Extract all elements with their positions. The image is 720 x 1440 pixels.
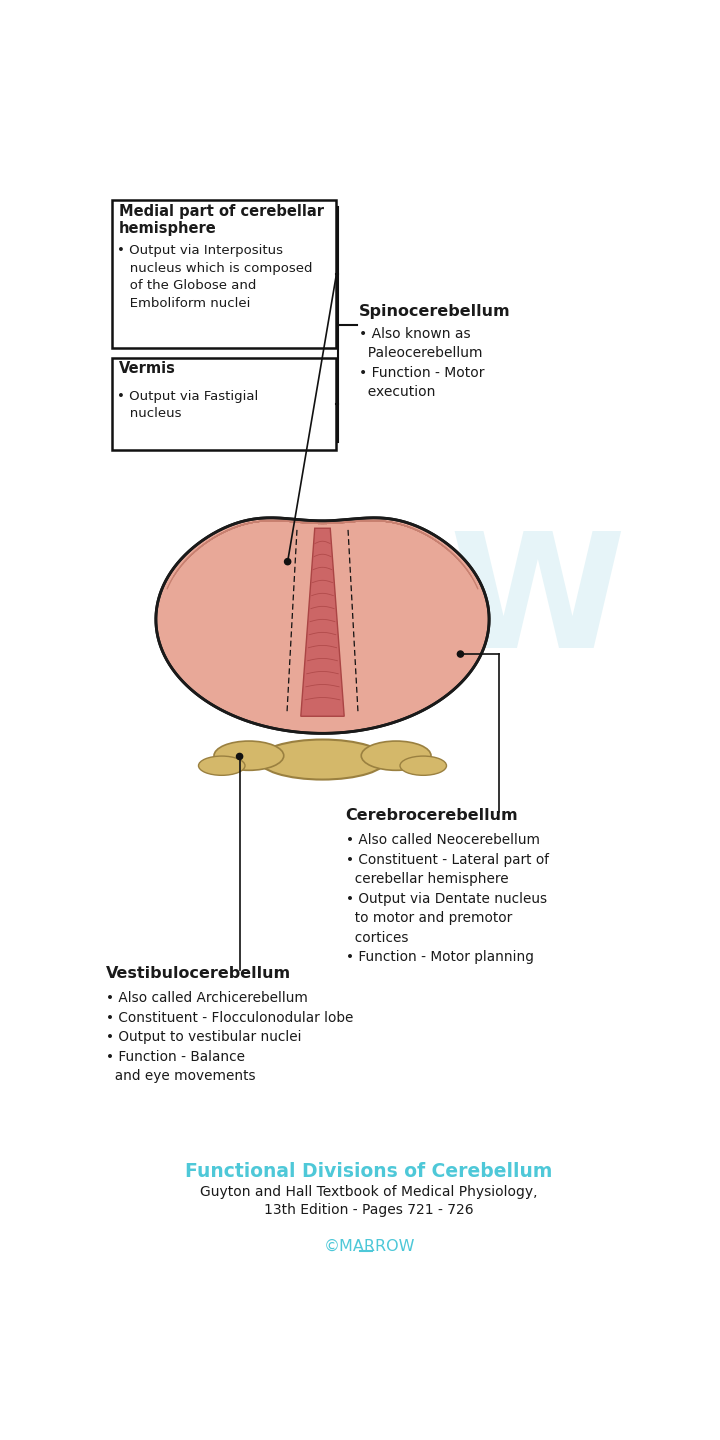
Text: Functional Divisions of Cerebellum: Functional Divisions of Cerebellum	[185, 1162, 553, 1181]
Bar	[112, 357, 336, 449]
PathPatch shape	[301, 528, 344, 716]
Text: 13th Edition - Pages 721 - 726: 13th Edition - Pages 721 - 726	[264, 1202, 474, 1217]
Circle shape	[284, 559, 291, 564]
Ellipse shape	[258, 740, 387, 779]
Text: OW: OW	[314, 527, 626, 681]
Text: Spinocerebellum: Spinocerebellum	[359, 304, 510, 318]
PathPatch shape	[156, 518, 489, 733]
Text: Vestibulocerebellum: Vestibulocerebellum	[106, 966, 291, 981]
Text: • Also called Archicerebellum
• Constituent - Flocculonodular lobe
• Output to v: • Also called Archicerebellum • Constitu…	[106, 991, 353, 1083]
Text: • Output via Fastigial
   nucleus: • Output via Fastigial nucleus	[117, 390, 258, 420]
Text: Medial part of cerebellar
hemisphere: Medial part of cerebellar hemisphere	[119, 203, 324, 236]
Ellipse shape	[214, 742, 284, 770]
Bar	[112, 200, 336, 348]
Text: Guyton and Hall Textbook of Medical Physiology,: Guyton and Hall Textbook of Medical Phys…	[200, 1185, 538, 1200]
Text: • Output via Interpositus
   nucleus which is composed
   of the Globose and
   : • Output via Interpositus nucleus which …	[117, 245, 312, 310]
Circle shape	[236, 753, 243, 759]
Text: • Also called Neocerebellum
• Constituent - Lateral part of
  cerebellar hemisph: • Also called Neocerebellum • Constituen…	[346, 834, 549, 965]
Text: ©MARROW: ©MARROW	[323, 1240, 415, 1254]
Ellipse shape	[361, 742, 431, 770]
Circle shape	[457, 651, 464, 657]
Ellipse shape	[400, 756, 446, 775]
Text: Cerebrocerebellum: Cerebrocerebellum	[346, 808, 518, 824]
Ellipse shape	[199, 756, 245, 775]
Text: Vermis: Vermis	[119, 361, 176, 376]
Text: • Also known as
  Paleocerebellum
• Function - Motor
  execution: • Also known as Paleocerebellum • Functi…	[359, 327, 485, 399]
